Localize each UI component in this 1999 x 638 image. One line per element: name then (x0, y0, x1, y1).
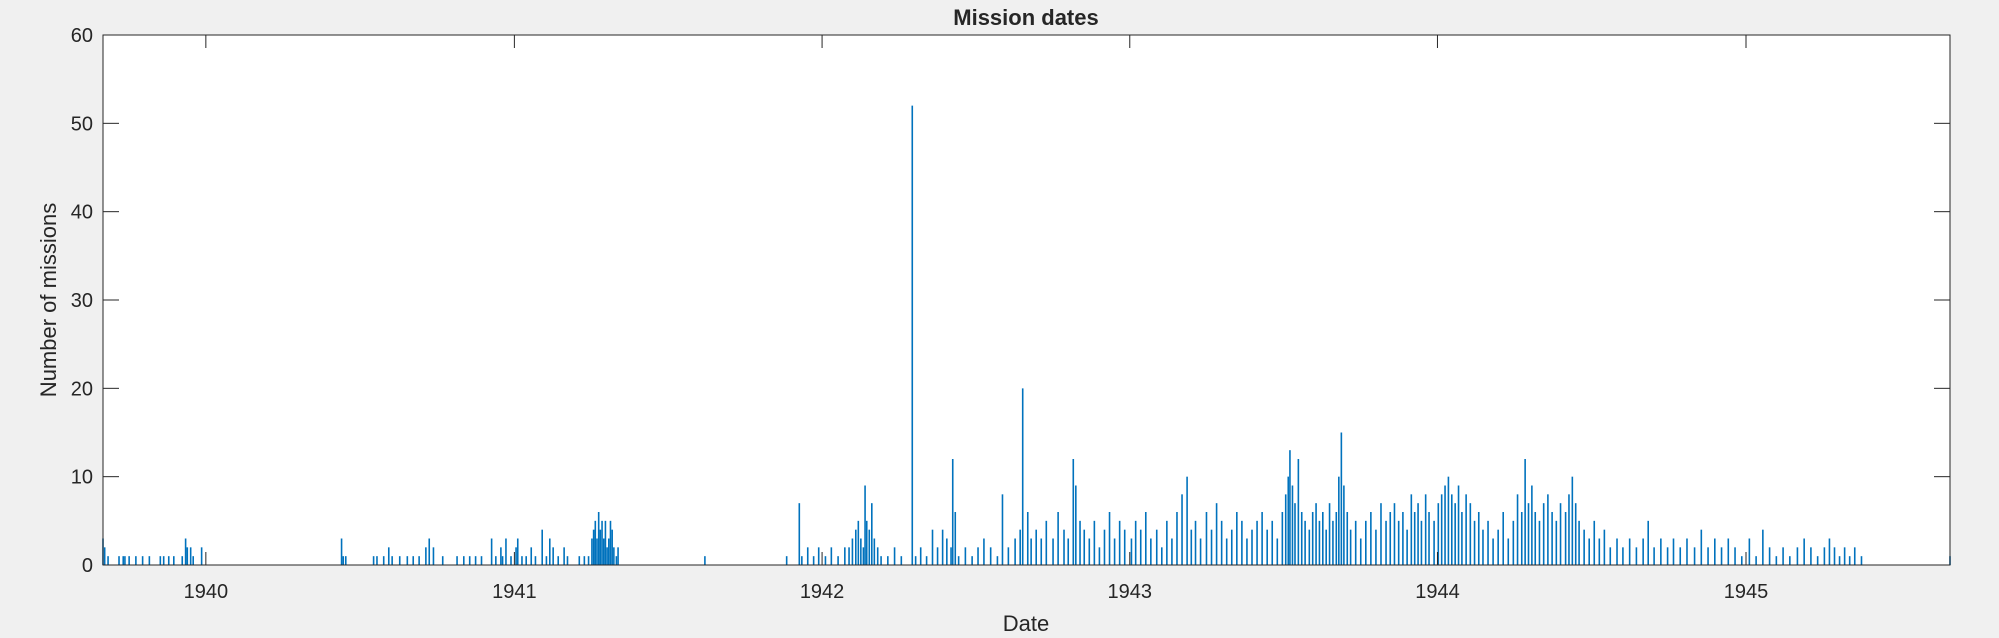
x-tick-label-3: 1943 (1108, 581, 1153, 603)
bar-series (102, 105, 1951, 565)
y-tick-label-1: 10 (71, 467, 93, 489)
y-tick-label-4: 40 (71, 202, 93, 224)
x-axis-label: Date (1003, 611, 1049, 636)
y-tick-label-3: 30 (71, 290, 93, 312)
chart-title: Mission dates (953, 5, 1098, 30)
plot-area (103, 35, 1950, 565)
x-tick-label-2: 1942 (800, 581, 845, 603)
x-tick-label-1: 1941 (492, 581, 537, 603)
x-tick-label-5: 1945 (1724, 581, 1769, 603)
y-axis: 0 10 20 30 40 50 60 (71, 25, 1950, 577)
y-tick-label-6: 60 (71, 25, 93, 47)
x-axis: 1940 1941 1942 1943 1944 1945 (184, 35, 1769, 603)
y-tick-label-2: 20 (71, 378, 93, 400)
y-tick-label-5: 50 (71, 113, 93, 135)
y-tick-label-0: 0 (82, 555, 93, 577)
y-axis-label: Number of missions (36, 203, 61, 397)
x-tick-label-0: 1940 (184, 581, 229, 603)
x-tick-label-4: 1944 (1415, 581, 1460, 603)
